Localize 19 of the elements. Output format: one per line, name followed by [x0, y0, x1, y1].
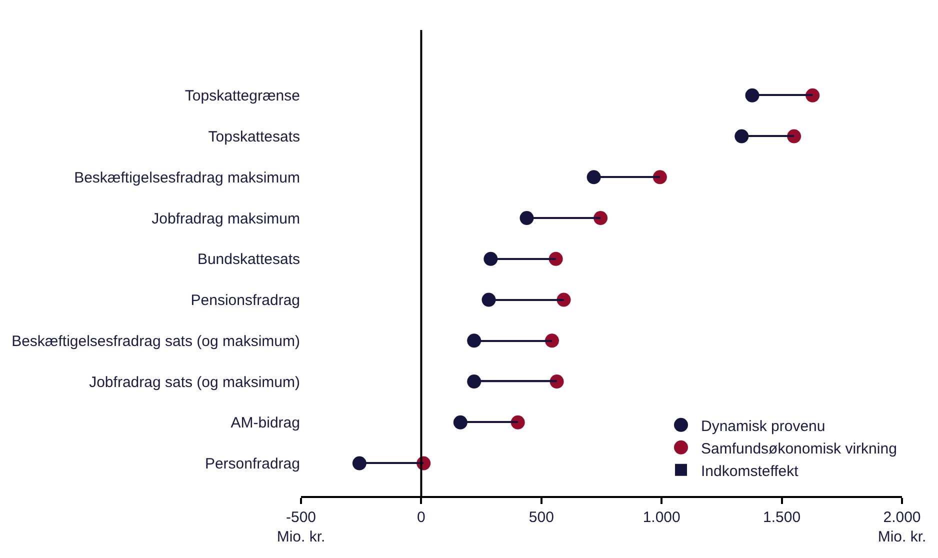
y-tick-label: AM-bidrag	[230, 414, 300, 432]
y-tick-label: Jobfradrag maksimum	[152, 210, 300, 228]
y-tick-label: Personfradrag	[204, 456, 300, 473]
x-tick-label: 0	[417, 509, 426, 526]
x-tick-label: -500 Mio. kr.	[276, 509, 326, 546]
y-tick-label: Jobfradrag sats (og maksimum)	[89, 374, 300, 391]
x-tick-label: 1.000	[642, 509, 680, 526]
x-tick-label: 1.500	[763, 509, 801, 526]
y-tick-label: Beskæftigelsesfradrag sats (og maksimum)	[12, 332, 300, 350]
legend-label: Samfundsøkonomisk virkning	[701, 440, 897, 458]
y-tick-label: Bundskattesats	[197, 251, 300, 268]
x-tick-label: 500	[528, 509, 554, 526]
legend-label: Dynamisk provenu	[701, 418, 826, 435]
y-tick-label: Beskæftigelsesfradrag maksimum	[74, 169, 300, 186]
x-tick-label: 2.000 Mio. kr.	[878, 509, 926, 546]
legend-label: Indkomsteffekt	[701, 462, 800, 480]
y-tick-label: Topskattesats	[208, 128, 300, 146]
y-tick-label: Pensionsfradrag	[190, 292, 300, 310]
y-tick-label: Topskattegrænse	[184, 88, 300, 105]
